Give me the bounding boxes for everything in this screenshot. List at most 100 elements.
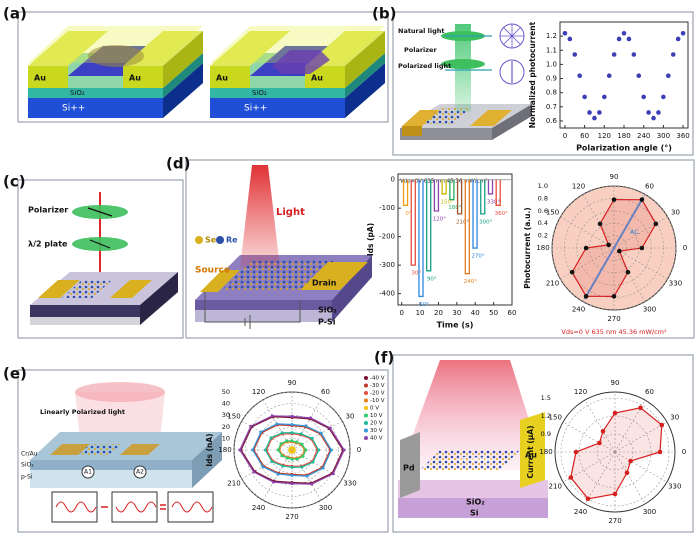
x-tick-label: 50 bbox=[489, 309, 498, 317]
pulse-label: 240° bbox=[464, 279, 477, 285]
data-point bbox=[573, 449, 579, 455]
data-point bbox=[331, 472, 335, 476]
y-axis-label: Current (μA) bbox=[526, 425, 535, 478]
y-tick-label: 1.1 bbox=[546, 46, 557, 54]
data-point bbox=[285, 456, 289, 460]
data-point bbox=[646, 110, 651, 115]
label: SiO₂ bbox=[252, 89, 267, 97]
label: Au bbox=[129, 74, 141, 83]
label: Pd bbox=[403, 464, 415, 473]
label: Polarizer bbox=[28, 206, 68, 215]
data-point bbox=[583, 245, 589, 251]
legend-marker bbox=[364, 376, 368, 380]
data-point bbox=[290, 482, 294, 486]
panel-label: (a) bbox=[3, 5, 27, 23]
data-point bbox=[602, 94, 607, 100]
angular-grid bbox=[614, 451, 646, 505]
data-point bbox=[305, 474, 309, 478]
data-point bbox=[583, 294, 589, 299]
data-point bbox=[300, 465, 304, 469]
label: p-Si bbox=[21, 474, 33, 481]
label: Si bbox=[470, 509, 479, 518]
data-point bbox=[269, 436, 273, 440]
data-point bbox=[290, 474, 294, 478]
pulse-label: 60° bbox=[419, 302, 429, 308]
data-point bbox=[279, 442, 283, 446]
data-point bbox=[301, 454, 305, 458]
pulse-label: 180° bbox=[448, 205, 461, 211]
label: Si++ bbox=[244, 104, 267, 114]
data-point bbox=[611, 52, 617, 57]
device-schematic bbox=[30, 192, 178, 325]
label: 1T'-MoTe₂ bbox=[458, 456, 492, 464]
panel-label: (d) bbox=[166, 155, 190, 173]
data-point bbox=[612, 491, 618, 497]
radial-tick-label: 0.6 bbox=[538, 207, 548, 215]
radial-grid bbox=[256, 414, 328, 486]
pulse-label: 330° bbox=[487, 199, 500, 205]
label: Source bbox=[195, 266, 230, 276]
angular-grid bbox=[584, 451, 616, 505]
data-point bbox=[270, 460, 274, 464]
data-point bbox=[319, 431, 323, 435]
radial-grid bbox=[245, 403, 339, 497]
label: Re bbox=[226, 236, 238, 245]
data-point bbox=[597, 221, 603, 227]
data-point bbox=[304, 448, 308, 452]
data-point bbox=[641, 94, 646, 100]
radial-tick-label: 10 bbox=[222, 434, 230, 442]
label: Light bbox=[276, 207, 305, 218]
data-point bbox=[636, 73, 642, 79]
radial-tick-label: 20 bbox=[222, 423, 230, 431]
label: Au bbox=[216, 74, 228, 83]
angle-tick-label: 30 bbox=[346, 413, 355, 421]
angle-tick-label: 210 bbox=[546, 280, 559, 288]
data-point bbox=[310, 482, 314, 486]
data-point bbox=[261, 465, 265, 469]
annotation: AC bbox=[630, 228, 639, 236]
data-point bbox=[263, 448, 267, 452]
angle-tick-label: 240 bbox=[574, 508, 587, 516]
data-point bbox=[252, 470, 256, 474]
legend-label: -20 V bbox=[370, 391, 385, 397]
angle-tick-label: 270 bbox=[285, 513, 298, 521]
data-point bbox=[653, 221, 659, 227]
pulse bbox=[433, 179, 440, 212]
data-point bbox=[276, 472, 280, 476]
angle-tick-label: 0 bbox=[683, 244, 687, 252]
data-point bbox=[611, 294, 617, 299]
x-tick-label: 240 bbox=[637, 132, 650, 140]
pulse bbox=[449, 179, 455, 201]
x-tick-label: 180 bbox=[617, 132, 630, 140]
data-point bbox=[600, 428, 606, 434]
device-schematic bbox=[195, 165, 372, 329]
angle-tick-label: 330 bbox=[343, 480, 356, 488]
x-tick-label: 20 bbox=[434, 309, 443, 317]
data-point bbox=[259, 430, 263, 434]
label: SiO₂ bbox=[70, 89, 85, 97]
data-point bbox=[612, 410, 618, 416]
angular-grid bbox=[584, 399, 616, 453]
x-tick-label: 360 bbox=[676, 132, 689, 140]
angle-tick-label: 150 bbox=[549, 414, 562, 422]
data-point bbox=[238, 448, 242, 452]
radial-tick-label: 0.2 bbox=[538, 232, 548, 240]
data-point bbox=[271, 480, 275, 484]
data-point bbox=[680, 31, 686, 36]
data-point bbox=[606, 73, 612, 79]
data-point bbox=[585, 496, 591, 502]
data-point bbox=[616, 36, 622, 42]
angle-tick-label: 120 bbox=[574, 388, 587, 396]
pulse bbox=[472, 179, 478, 249]
label: Polarizer bbox=[404, 46, 437, 54]
angle-tick-label: 180 bbox=[536, 244, 549, 252]
data-point bbox=[290, 422, 294, 426]
data-point bbox=[276, 448, 280, 452]
label: P-Si bbox=[318, 318, 336, 327]
x-tick-label: 0 bbox=[563, 132, 567, 140]
data-point bbox=[299, 432, 303, 436]
legend-marker bbox=[364, 398, 368, 403]
x-tick-label: 0 bbox=[399, 309, 403, 317]
y-tick-label: 1.0 bbox=[546, 60, 557, 68]
